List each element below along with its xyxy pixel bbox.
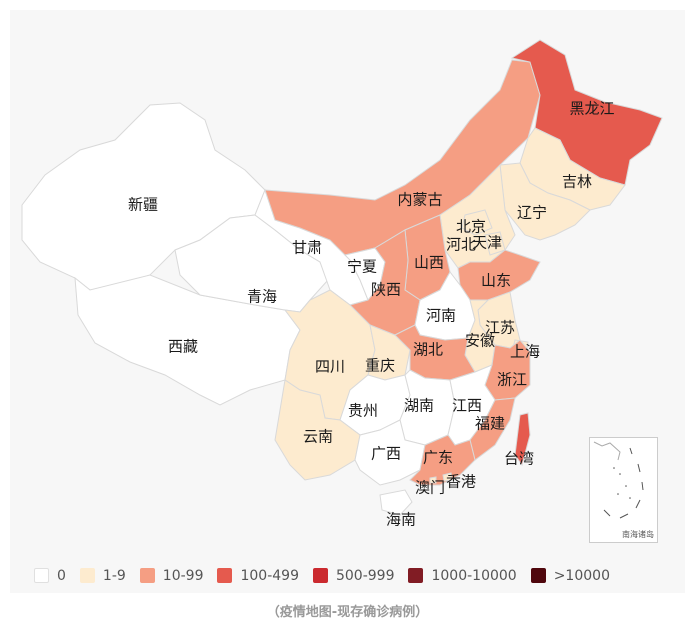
province-label-shandong: 山东 [481, 272, 511, 290]
province-label-shaanxi: 陕西 [371, 281, 401, 299]
province-label-jiangxi: 江西 [452, 397, 482, 415]
legend: 0 1-9 10-99 100-499 500-999 1000-10000 >10000 [10, 558, 685, 593]
province-label-yunnan: 云南 [303, 428, 333, 446]
legend-item[interactable]: 0 [34, 568, 66, 584]
province-label-jilin: 吉林 [562, 173, 592, 191]
inset-label: 南海诸岛 [622, 529, 654, 540]
province-label-hunan: 湖南 [404, 397, 434, 415]
province-label-guangdong: 广东 [423, 449, 453, 467]
province-label-xizang: 西藏 [168, 338, 198, 356]
legend-swatch [217, 568, 232, 583]
province-label-ningxia: 宁夏 [347, 258, 377, 276]
legend-item[interactable]: >10000 [531, 568, 610, 584]
province-label-zhejiang: 浙江 [497, 371, 527, 389]
province-label-sichuan: 四川 [315, 358, 345, 376]
legend-item[interactable]: 10-99 [140, 568, 204, 584]
legend-swatch [313, 568, 328, 583]
province-label-hubei: 湖北 [413, 341, 443, 359]
province-label-neimenggu: 内蒙古 [397, 191, 442, 209]
legend-swatch [34, 568, 49, 583]
province-label-tianjin: 天津 [472, 234, 502, 252]
province-label-guangxi: 广西 [371, 445, 401, 463]
legend-swatch [140, 568, 155, 583]
legend-item[interactable]: 100-499 [217, 568, 299, 584]
province-label-aomen: 澳门 [415, 479, 445, 497]
south-sea-islands-icon [590, 438, 657, 542]
south-china-sea-inset: 南海诸岛 [589, 437, 658, 543]
legend-item[interactable]: 1-9 [80, 568, 126, 584]
legend-label: 100-499 [240, 568, 299, 584]
province-label-xianggang: 香港 [446, 473, 476, 491]
province-label-henan: 河南 [426, 307, 456, 325]
province-label-qinghai: 青海 [247, 288, 277, 306]
legend-swatch [408, 568, 423, 583]
province-label-chongqing: 重庆 [365, 357, 395, 375]
province-label-shanghai: 上海 [510, 343, 540, 361]
province-label-heilongjiang: 黑龙江 [569, 100, 614, 118]
province-label-fujian: 福建 [475, 415, 505, 433]
legend-swatch [531, 568, 546, 583]
province-label-anhui: 安徽 [465, 332, 495, 350]
province-label-guizhou: 贵州 [348, 402, 378, 420]
legend-label: 10-99 [163, 568, 204, 584]
legend-label: 0 [57, 568, 66, 584]
legend-swatch [80, 568, 95, 583]
legend-label: 1-9 [103, 568, 126, 584]
map-caption: （疫情地图-现存确诊病例） [0, 601, 695, 620]
province-label-xinjiang: 新疆 [128, 196, 158, 214]
province-label-liaoning: 辽宁 [517, 204, 547, 222]
province-label-hebei: 河北 [446, 236, 476, 254]
legend-item[interactable]: 500-999 [313, 568, 395, 584]
province-label-gansu: 甘肃 [292, 239, 322, 257]
legend-label: >10000 [554, 568, 610, 584]
province-label-taiwan: 台湾 [504, 450, 534, 468]
legend-item[interactable]: 1000-10000 [408, 568, 516, 584]
legend-label: 500-999 [336, 568, 395, 584]
legend-label: 1000-10000 [431, 568, 516, 584]
province-label-shanxi: 山西 [414, 254, 444, 272]
province-label-hainan: 海南 [386, 511, 416, 529]
